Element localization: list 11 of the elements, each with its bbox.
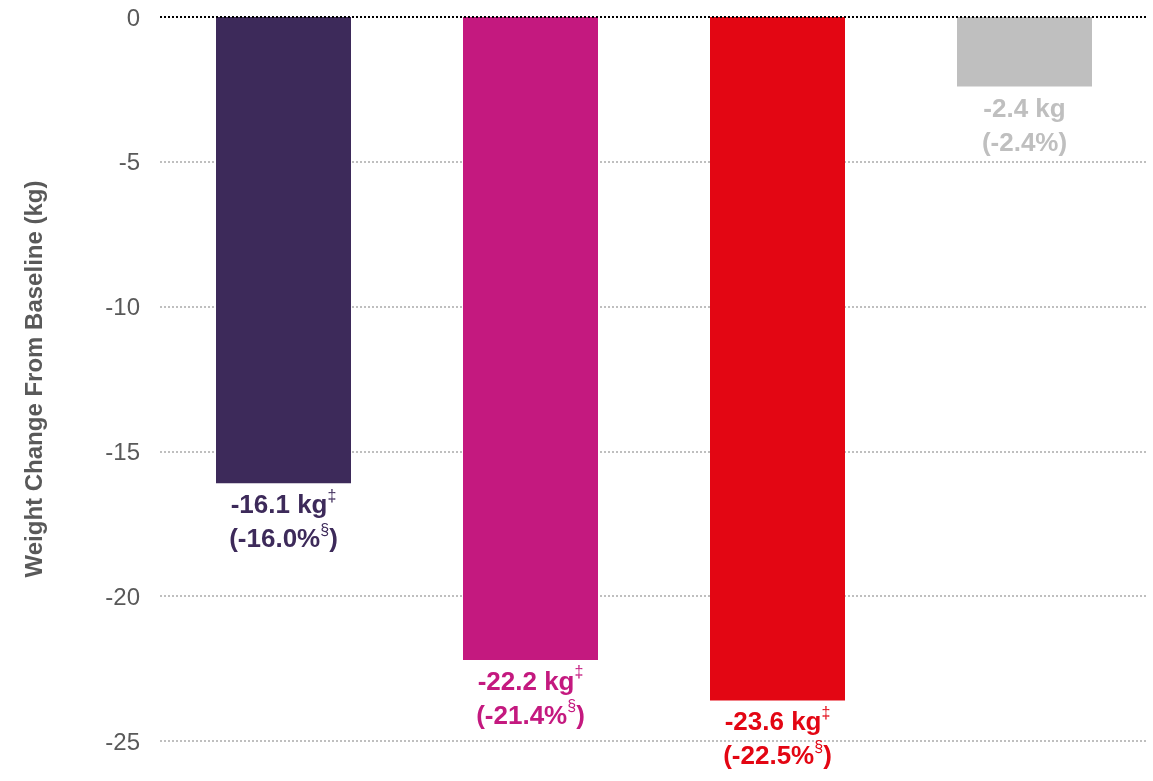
y-axis-title: Weight Change From Baseline (kg) bbox=[19, 180, 47, 578]
y-tick-label: -20 bbox=[105, 582, 140, 610]
y-tick-label: -5 bbox=[118, 148, 140, 176]
text: -16.1 kg‡ (-16.0%§) bbox=[229, 486, 338, 554]
y-tick-label: 0 bbox=[126, 3, 140, 31]
text: -23.6 kg‡ (-22.5%§) bbox=[723, 703, 832, 771]
data-label: -2.4 kg (-2.4%) bbox=[981, 92, 1068, 157]
y-tick-label: -25 bbox=[105, 727, 140, 755]
y-tick-label: -10 bbox=[105, 293, 140, 321]
text: -22.2 kg‡ (-21.4%§) bbox=[476, 663, 585, 730]
y-tick-label: -15 bbox=[105, 437, 140, 465]
